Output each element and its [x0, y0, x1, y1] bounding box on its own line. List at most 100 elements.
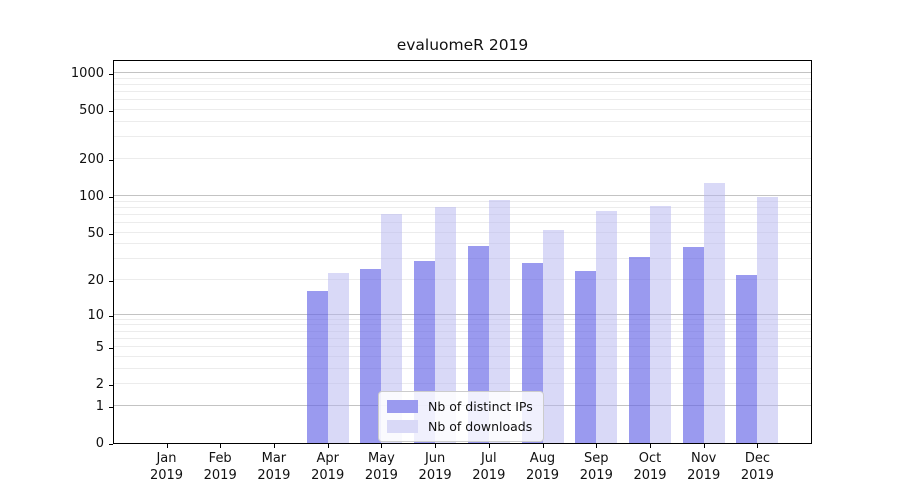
- gridline-major: [114, 194, 811, 196]
- x-tick-year: 2019: [525, 467, 560, 483]
- legend-item-downloads: Nb of downloads: [387, 419, 533, 434]
- bar-downloads: [327, 272, 349, 443]
- gridline-minor: [114, 231, 811, 233]
- y-tick: [109, 74, 113, 75]
- y-tick-label: 200: [79, 152, 104, 167]
- x-tick-year: 2019: [418, 467, 452, 483]
- x-tick: [757, 444, 759, 448]
- y-tick: [109, 281, 113, 282]
- x-tick-month: Jul: [480, 451, 497, 466]
- y-tick: [109, 196, 113, 198]
- x-tick-label: Jan 2019: [125, 451, 209, 484]
- legend: Nb of distinct IPs Nb of downloads: [378, 391, 544, 442]
- x-tick: [596, 444, 598, 448]
- gridline-minor: [114, 158, 811, 159]
- x-tick-month: Nov: [691, 451, 717, 466]
- x-tick-month: Mar: [261, 451, 287, 466]
- gridline-minor: [114, 121, 811, 122]
- bar-downloads: [435, 207, 457, 443]
- x-tick: [327, 444, 329, 448]
- y-tick-label: 50: [87, 225, 104, 241]
- y-tick-label: 100: [79, 188, 104, 204]
- x-tick-label: Dec 2019: [715, 451, 799, 484]
- gridline-minor: [114, 109, 811, 111]
- y-tick: [109, 111, 113, 113]
- bar-distinct-ips: [629, 257, 650, 443]
- gridline-minor: [114, 99, 811, 101]
- bar-downloads: [381, 214, 403, 443]
- y-tick-label: 0: [95, 436, 104, 451]
- x-tick-label: Jul 2019: [447, 451, 531, 484]
- gridline-minor: [114, 221, 811, 223]
- gridline-minor: [114, 318, 811, 320]
- x-tick-year: 2019: [203, 467, 237, 483]
- x-tick-label: Oct 2019: [608, 451, 692, 484]
- x-tick: [542, 444, 544, 448]
- x-tick-month: Feb: [208, 451, 232, 466]
- chart-title: evaluomeR 2019: [396, 36, 529, 54]
- gridline-major: [114, 313, 811, 315]
- y-tick-label: 20: [87, 273, 104, 288]
- y-tick: [109, 315, 113, 317]
- x-tick-label: Nov 2019: [662, 451, 746, 484]
- x-tick-year: 2019: [311, 467, 345, 483]
- gridline-major: [114, 72, 811, 73]
- bar-distinct-ips: [306, 291, 328, 443]
- gridline-minor: [114, 77, 811, 79]
- x-tick-label: Feb 2019: [178, 451, 262, 484]
- x-tick-label: Mar 2019: [232, 451, 316, 484]
- y-tick: [109, 406, 113, 408]
- bar-downloads: [650, 205, 671, 443]
- legend-swatch-downloads: [387, 420, 418, 433]
- y-tick-label: 2: [95, 377, 104, 393]
- gridline-minor: [114, 279, 811, 280]
- y-tick-label: 10: [87, 307, 104, 323]
- x-tick: [220, 444, 222, 448]
- x-tick-month: Oct: [638, 451, 662, 466]
- x-tick-month: Jun: [424, 451, 446, 466]
- gridline-minor: [114, 200, 811, 202]
- x-tick-year: 2019: [364, 467, 398, 483]
- y-tick-label: 1: [95, 398, 104, 414]
- x-tick-year: 2019: [257, 467, 291, 483]
- y-tick: [109, 385, 113, 387]
- x-tick-year: 2019: [740, 467, 774, 483]
- bar-distinct-ips: [360, 268, 382, 443]
- y-tick: [109, 160, 113, 161]
- legend-label-distinct-ips: Nb of distinct IPs: [428, 399, 533, 414]
- gridline-minor: [114, 84, 811, 85]
- bar-distinct-ips: [736, 275, 758, 443]
- x-tick-month: Dec: [744, 451, 770, 466]
- bar-downloads: [596, 211, 618, 443]
- x-tick-year: 2019: [472, 467, 506, 483]
- gridline-minor: [114, 346, 811, 348]
- legend-swatch-distinct-ips: [387, 400, 418, 413]
- x-tick-year: 2019: [579, 467, 613, 483]
- bar-downloads: [757, 196, 779, 443]
- gridline-minor: [114, 383, 811, 385]
- bar-distinct-ips: [575, 270, 597, 443]
- legend-label-downloads: Nb of downloads: [428, 419, 533, 434]
- x-tick-month: Sep: [584, 451, 609, 466]
- bar-downloads: [542, 230, 564, 443]
- y-tick-label: 500: [79, 103, 104, 119]
- x-tick-label: Aug 2019: [501, 451, 585, 484]
- gridline-minor: [114, 136, 811, 138]
- x-tick: [273, 444, 275, 448]
- bar-downloads: [703, 183, 725, 443]
- gridline-minor: [114, 258, 811, 260]
- x-tick: [381, 444, 383, 448]
- gridline-minor: [114, 367, 811, 369]
- bar-downloads: [488, 199, 510, 443]
- y-tick: [109, 348, 113, 350]
- x-tick-year: 2019: [633, 467, 667, 483]
- x-tick-month: Aug: [529, 451, 556, 466]
- x-tick: [166, 444, 168, 448]
- gridline-minor: [114, 355, 811, 357]
- x-tick: [435, 444, 437, 448]
- gridline-minor: [114, 330, 811, 332]
- bar-distinct-ips: [682, 246, 704, 443]
- gridline-minor: [114, 243, 811, 245]
- x-tick-year: 2019: [149, 467, 184, 483]
